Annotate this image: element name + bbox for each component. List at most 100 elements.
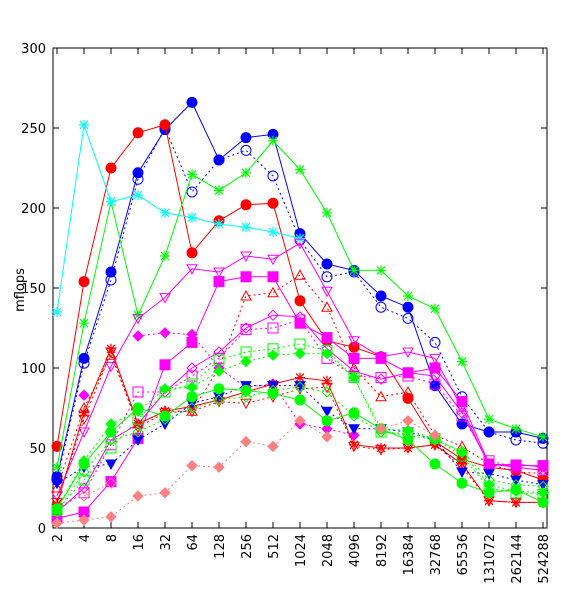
data-point — [510, 485, 522, 497]
data-point — [537, 487, 549, 499]
data-point — [510, 479, 522, 491]
data-point — [105, 347, 117, 359]
data-point — [375, 290, 387, 302]
data-point — [429, 353, 441, 365]
data-point — [105, 442, 117, 454]
data-point — [106, 196, 116, 207]
data-point — [294, 269, 306, 280]
data-point — [403, 291, 413, 301]
data-point — [375, 373, 387, 385]
x-tick-label: 32 — [159, 534, 174, 551]
data-point — [295, 372, 305, 383]
data-point — [267, 384, 279, 397]
data-point — [186, 391, 198, 403]
data-point — [159, 119, 171, 131]
data-point — [186, 381, 198, 393]
data-point — [105, 511, 117, 523]
data-point — [105, 361, 117, 373]
data-point — [132, 413, 144, 425]
data-point — [186, 328, 198, 341]
data-point — [132, 422, 144, 434]
series-5 — [52, 119, 305, 317]
data-point — [294, 238, 306, 250]
data-point — [78, 276, 90, 288]
y-tick-label: 50 — [29, 442, 46, 457]
data-point — [429, 336, 441, 348]
x-tick-label: 131072 — [483, 534, 498, 584]
x-tick-label: 4 — [78, 534, 93, 542]
series-line — [56, 274, 544, 489]
data-point — [78, 490, 90, 502]
series-19 — [51, 415, 441, 529]
data-point — [402, 385, 414, 397]
data-point — [375, 390, 387, 402]
data-point — [429, 429, 441, 441]
data-point — [429, 458, 441, 470]
series-4 — [52, 135, 548, 473]
data-point — [322, 375, 332, 386]
series-line — [56, 124, 301, 313]
series-20 — [78, 477, 117, 502]
data-point — [240, 271, 252, 283]
data-point — [510, 497, 522, 509]
data-point — [213, 346, 225, 358]
data-point — [268, 227, 278, 237]
data-point — [267, 349, 279, 361]
y-tick-label: 250 — [21, 122, 46, 137]
x-tick-label: 2048 — [321, 534, 336, 567]
series-line — [56, 343, 544, 511]
data-point — [510, 487, 522, 499]
data-point — [187, 169, 197, 180]
data-point — [78, 357, 90, 369]
data-point — [160, 251, 170, 261]
data-point — [267, 254, 279, 266]
data-point — [267, 440, 279, 453]
data-point — [511, 497, 521, 508]
x-tick-label: 16384 — [402, 534, 417, 575]
x-tick-label: 256 — [240, 534, 255, 559]
data-point — [132, 490, 144, 502]
data-point — [321, 382, 333, 394]
series-18 — [51, 338, 549, 516]
data-point — [321, 386, 333, 398]
data-point — [294, 295, 306, 307]
data-point — [240, 391, 252, 403]
data-point — [321, 301, 333, 312]
data-point — [240, 346, 252, 358]
data-point — [267, 271, 279, 283]
data-point — [240, 132, 252, 144]
data-point — [402, 429, 414, 441]
data-point — [52, 307, 62, 317]
data-point — [537, 464, 549, 477]
data-point — [214, 185, 224, 196]
data-point — [348, 341, 360, 353]
data-point — [240, 398, 252, 410]
data-point — [456, 450, 468, 462]
data-point — [402, 312, 414, 324]
data-point — [294, 311, 306, 323]
data-point — [79, 119, 89, 130]
data-point — [267, 343, 279, 355]
data-point — [348, 424, 360, 435]
data-point — [187, 212, 197, 223]
data-point — [483, 458, 495, 470]
data-point — [402, 415, 414, 427]
data-point — [375, 445, 387, 456]
data-point — [51, 506, 63, 518]
data-point — [213, 383, 225, 395]
data-point — [267, 309, 279, 321]
data-point — [213, 267, 225, 279]
data-point — [240, 251, 252, 263]
data-point — [159, 293, 171, 304]
data-point — [186, 96, 198, 108]
series-15 — [51, 383, 549, 515]
data-point — [321, 271, 333, 283]
y-axis-label: mflops — [13, 268, 28, 312]
data-point — [186, 459, 198, 472]
data-point — [402, 392, 414, 404]
data-point — [348, 336, 360, 347]
data-point — [241, 167, 251, 178]
data-point — [402, 370, 414, 382]
data-point — [78, 389, 90, 401]
data-point — [240, 355, 252, 368]
